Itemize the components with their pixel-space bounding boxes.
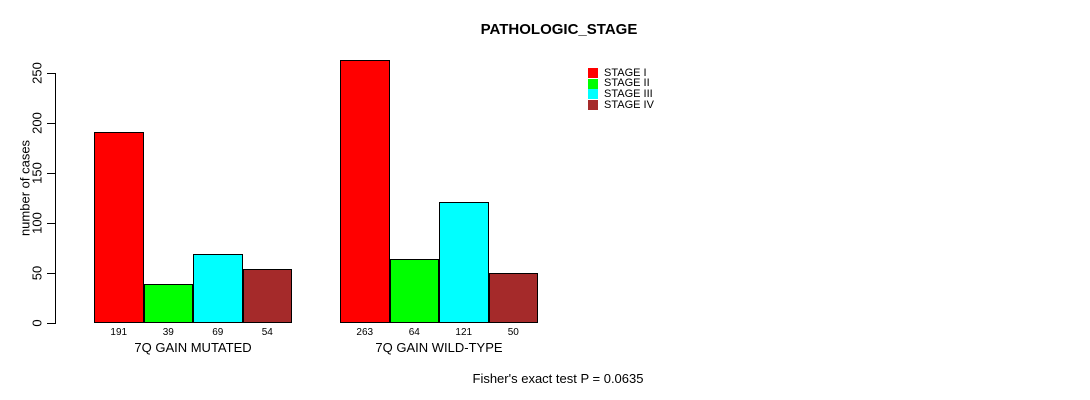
bar-stage-iii-7q-gain-mutated (193, 254, 243, 323)
legend-swatch-stage-i (588, 68, 598, 78)
y-axis-tick-label: 0 (29, 319, 45, 327)
y-axis-tick-label: 50 (29, 265, 45, 281)
bar-value-label: 191 (110, 327, 128, 338)
chart-title: PATHOLOGIC_STAGE (480, 21, 638, 38)
stat-annotation: Fisher's exact test P = 0.0635 (472, 371, 644, 386)
bar-value-label: 69 (212, 327, 224, 338)
bar-stage-i-7q-gain-wild-type (340, 60, 390, 323)
bar-stage-iv-7q-gain-mutated (242, 269, 292, 323)
bar-value-label: 39 (162, 327, 174, 338)
y-axis-tick (47, 223, 55, 224)
y-axis-tick (47, 73, 55, 74)
bar-stage-ii-7q-gain-mutated (143, 284, 193, 323)
y-axis-tick (47, 323, 55, 324)
x-axis-category-label: 7Q GAIN MUTATED (134, 340, 252, 355)
y-axis-tick-label: 150 (29, 162, 45, 184)
bar-value-label: 121 (455, 327, 473, 338)
y-axis-tick (47, 173, 55, 174)
bar-stage-i-7q-gain-mutated (94, 132, 144, 323)
legend-swatch-stage-iv (588, 100, 598, 111)
bar-value-label: 54 (261, 327, 273, 338)
legend-label-stage-iii: STAGE III (604, 87, 653, 100)
y-axis-tick-label: 100 (29, 212, 45, 234)
bar-stage-iv-7q-gain-wild-type (488, 273, 538, 323)
bar-value-label: 50 (507, 327, 519, 338)
x-axis-category-label: 7Q GAIN WILD-TYPE (375, 340, 503, 355)
legend-swatch-stage-iii (588, 89, 598, 100)
y-axis-tick (47, 273, 55, 274)
bar-value-label: 263 (356, 327, 374, 338)
y-axis-tick-label: 250 (29, 62, 45, 84)
bar-stage-iii-7q-gain-wild-type (439, 202, 489, 323)
legend-label-stage-i: STAGE I (604, 66, 647, 79)
legend-label-stage-iv: STAGE IV (604, 98, 654, 111)
bar-value-label: 64 (408, 327, 420, 338)
legend-swatch-stage-ii (588, 78, 598, 89)
y-axis-line (55, 73, 56, 324)
y-axis-tick-label: 200 (29, 112, 45, 134)
y-axis-tick (47, 123, 55, 124)
bar-stage-ii-7q-gain-wild-type (389, 259, 439, 323)
legend-label-stage-ii: STAGE II (604, 77, 650, 90)
